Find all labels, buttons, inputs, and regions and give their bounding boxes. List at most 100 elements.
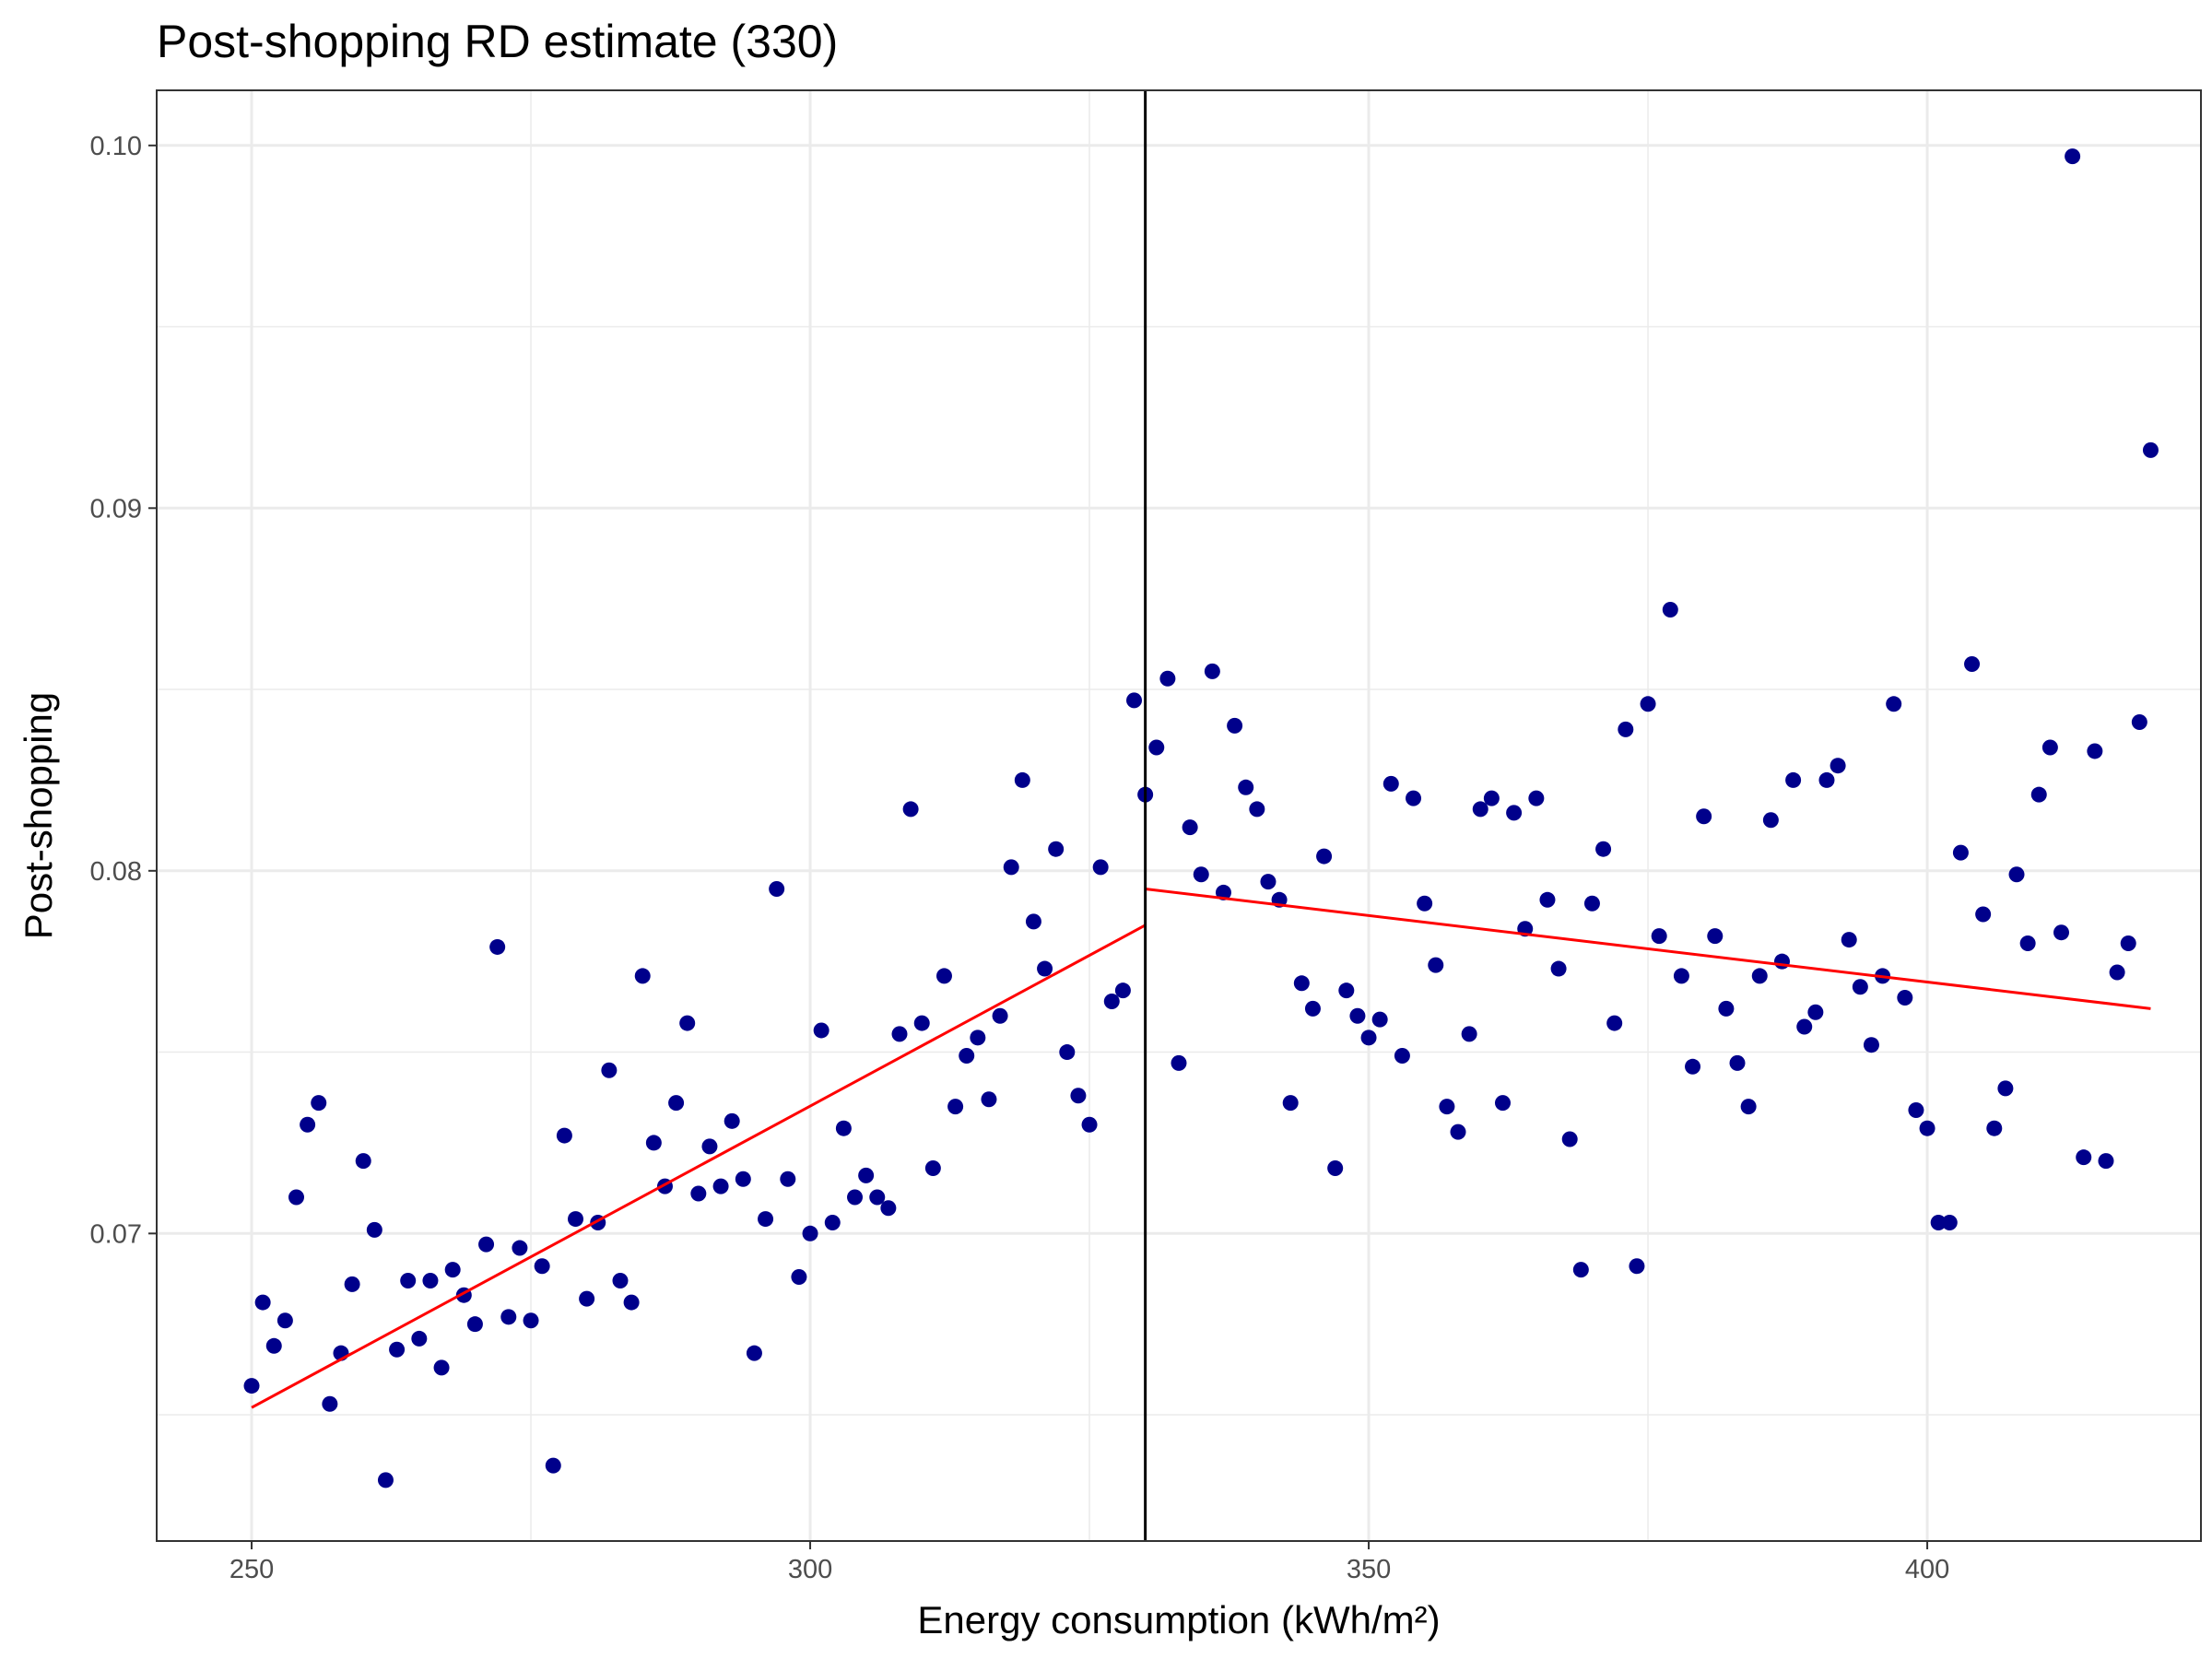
data-point xyxy=(478,1236,495,1253)
data-point xyxy=(1406,790,1422,806)
data-point xyxy=(1718,1000,1735,1017)
x-tick-label: 300 xyxy=(788,1555,832,1584)
y-tick-label: 0.09 xyxy=(90,494,142,524)
data-point xyxy=(634,968,651,984)
data-point xyxy=(2041,739,2058,756)
data-point xyxy=(1249,801,1265,818)
data-point xyxy=(1382,775,1399,792)
data-point xyxy=(1640,696,1656,712)
data-point xyxy=(489,938,506,955)
data-point xyxy=(1707,928,1724,945)
data-point xyxy=(422,1272,439,1288)
data-point xyxy=(1964,656,1981,673)
data-point xyxy=(1472,801,1488,818)
data-point xyxy=(2019,935,2036,952)
data-point xyxy=(579,1290,595,1307)
data-point xyxy=(1595,841,1612,857)
data-point xyxy=(869,1189,886,1206)
data-point xyxy=(300,1116,316,1133)
data-point xyxy=(1830,758,1846,774)
data-point xyxy=(1349,1007,1366,1024)
data-point xyxy=(243,1378,260,1394)
data-point xyxy=(1037,960,1053,977)
data-point xyxy=(1371,1011,1388,1028)
data-point xyxy=(981,1091,997,1108)
data-point xyxy=(311,1095,327,1112)
data-point xyxy=(389,1341,406,1358)
data-point xyxy=(1171,1054,1187,1071)
fit-line-right xyxy=(1145,887,2151,1010)
data-point xyxy=(1740,1099,1757,1115)
data-point xyxy=(623,1294,640,1311)
data-point xyxy=(1629,1258,1645,1275)
data-point xyxy=(1673,968,1689,984)
data-point xyxy=(366,1221,382,1238)
data-point xyxy=(780,1171,796,1187)
data-point xyxy=(1606,1015,1623,1031)
data-point xyxy=(959,1047,975,1064)
data-point xyxy=(377,1472,394,1488)
data-point xyxy=(824,1215,841,1231)
data-point xyxy=(1327,1159,1344,1176)
data-point xyxy=(1539,891,1556,908)
data-point xyxy=(1852,979,1868,995)
data-point xyxy=(992,1007,1008,1024)
data-point xyxy=(1818,771,1835,788)
data-point xyxy=(1338,982,1355,999)
data-point xyxy=(2008,866,2025,883)
data-point xyxy=(2065,148,2081,165)
data-point xyxy=(858,1167,875,1183)
data-point xyxy=(1293,975,1310,992)
data-point xyxy=(254,1294,271,1311)
data-point xyxy=(1762,812,1779,829)
data-point xyxy=(1662,601,1678,618)
data-point xyxy=(1506,805,1523,821)
x-tick-label: 250 xyxy=(229,1555,274,1584)
data-point xyxy=(1148,739,1165,756)
data-point xyxy=(1886,696,1902,712)
data-point xyxy=(1986,1120,2003,1136)
data-point xyxy=(433,1359,450,1376)
panel-border xyxy=(156,89,2202,1542)
data-point xyxy=(735,1171,751,1187)
data-point xyxy=(769,880,785,897)
data-point xyxy=(724,1112,740,1129)
y-axis-ticks: 0.07 0.08 0.09 0.10 xyxy=(90,132,157,1249)
data-point xyxy=(512,1240,528,1256)
data-point xyxy=(758,1211,774,1228)
data-point xyxy=(444,1262,461,1278)
x-axis-title: Energy consumption (kWh/m²) xyxy=(917,1598,1440,1641)
data-point xyxy=(712,1178,729,1194)
data-point xyxy=(1908,1102,1924,1119)
data-point xyxy=(1583,895,1600,912)
data-point xyxy=(1304,1000,1321,1017)
data-point xyxy=(1685,1058,1701,1075)
data-point xyxy=(1729,1054,1746,1071)
data-point xyxy=(1941,1215,1958,1231)
data-point xyxy=(690,1185,707,1202)
data-point xyxy=(1025,913,1041,930)
data-point xyxy=(1461,1026,1477,1042)
data-point xyxy=(679,1015,696,1031)
data-point xyxy=(1360,1030,1377,1046)
data-point xyxy=(1897,990,1913,1006)
data-point xyxy=(891,1026,908,1042)
data-point xyxy=(2087,743,2103,759)
data-point xyxy=(935,968,952,984)
y-tick-label: 0.07 xyxy=(90,1219,142,1249)
data-point xyxy=(813,1022,830,1039)
data-point xyxy=(1439,1099,1455,1115)
data-point xyxy=(1919,1120,1936,1136)
data-point xyxy=(668,1095,685,1112)
data-point xyxy=(1260,874,1277,890)
data-point xyxy=(645,1135,662,1151)
data-point xyxy=(1059,1044,1076,1061)
data-point xyxy=(902,801,919,818)
data-point xyxy=(1193,866,1209,883)
data-point xyxy=(1204,663,1220,679)
data-point xyxy=(1751,968,1768,984)
data-point xyxy=(1841,932,1857,948)
data-point xyxy=(1952,844,1969,861)
